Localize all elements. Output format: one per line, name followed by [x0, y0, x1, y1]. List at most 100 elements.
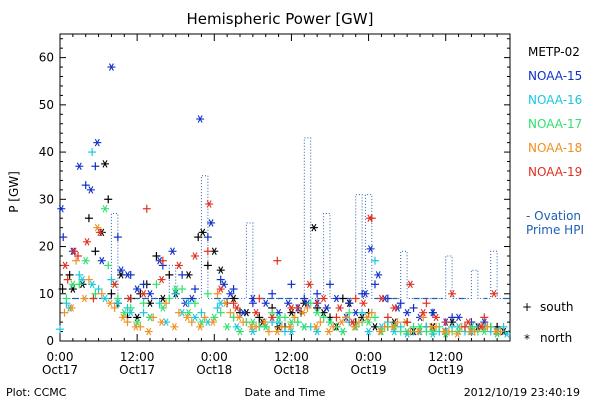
- noaa-16-north-point: [313, 327, 322, 336]
- x-tick-label-date: Oct18: [196, 363, 232, 377]
- noaa-15-north-point: [97, 256, 106, 265]
- noaa-16-north-point: [364, 327, 373, 336]
- noaa-15-south-point: [203, 233, 212, 242]
- noaa-19-north-point: [419, 308, 428, 317]
- noaa-18-south-point: [264, 327, 273, 336]
- noaa-18-north-point: [183, 313, 192, 322]
- noaa-15-north-point: [207, 219, 216, 227]
- noaa-19-north-point: [110, 280, 119, 289]
- noaa-15-north-point: [403, 308, 412, 317]
- y-tick-label: 60: [39, 51, 54, 65]
- legend-entry-noaa-19: NOAA-19: [528, 165, 582, 179]
- legend-ovation-line2: Prime HPI: [526, 223, 584, 237]
- noaa-18-north-point: [453, 330, 462, 338]
- noaa-16-north-point: [191, 313, 199, 322]
- noaa-18-north-point: [376, 327, 385, 336]
- noaa-18-north-point: [414, 327, 423, 336]
- noaa-16-south-point: [75, 270, 84, 279]
- noaa-17-south-point: [113, 294, 122, 303]
- noaa-15-north-point: [226, 289, 235, 298]
- noaa-17-south-point: [139, 299, 148, 308]
- noaa-16-south-point: [94, 285, 103, 294]
- noaa-17-north-point: [364, 318, 373, 326]
- x-axis-label: Date and Time: [245, 386, 326, 399]
- noaa-15-south-point: [139, 280, 148, 289]
- noaa-18-south-point: [290, 313, 299, 322]
- noaa-18-south-point: [316, 318, 325, 327]
- noaa-18-north-point: [80, 294, 89, 303]
- noaa-16-south-point: [171, 289, 180, 298]
- noaa-18-north-point: [131, 323, 140, 331]
- noaa-15-north-point: [239, 308, 248, 317]
- noaa-19-north-point: [174, 261, 183, 270]
- noaa-15-north-point: [117, 266, 126, 274]
- noaa-15-south-point: [248, 299, 257, 308]
- noaa-17-south-point: [268, 308, 277, 317]
- noaa-15-north-point: [93, 138, 102, 147]
- x-tick-label-time: 0:00: [355, 350, 382, 364]
- noaa-18-south-point: [174, 308, 183, 317]
- y-axis-label: P [GW]: [7, 171, 21, 213]
- noaa-15-north-point: [168, 247, 177, 256]
- noaa-18-south-point: [72, 256, 81, 265]
- noaa-16-south-point: [197, 308, 206, 317]
- noaa-15-north-point: [332, 294, 341, 303]
- noaa-15-north-point: [75, 162, 84, 171]
- noaa-15-north-point: [196, 115, 205, 123]
- noaa-19-north-point: [287, 304, 296, 312]
- x-tick-label-date: Oct17: [119, 363, 155, 377]
- metp-02-south-point: [65, 270, 74, 279]
- noaa-18-south-point: [226, 308, 235, 317]
- noaa-19-north-point: [70, 247, 79, 256]
- noaa-17-north-point: [184, 308, 193, 317]
- noaa-19-north-point: [348, 318, 357, 326]
- y-tick-label: 10: [39, 287, 54, 301]
- noaa-19-north-point: [335, 304, 344, 312]
- noaa-17-south-point: [345, 308, 354, 317]
- metp-02-south-point: [107, 289, 116, 298]
- y-tick-label: 50: [39, 98, 54, 112]
- noaa-18-north-point: [363, 313, 372, 322]
- noaa-19-north-point: [489, 289, 498, 298]
- noaa-18-south-point: [239, 318, 248, 327]
- noaa-17-south-point: [319, 313, 328, 322]
- noaa-17-south-point: [62, 294, 71, 303]
- x-tick-label-time: 12:00: [274, 350, 309, 364]
- noaa-15-south-point: [178, 270, 187, 279]
- y-axis-ticks: 0 10 20 30 40 50 60: [39, 38, 510, 348]
- noaa-18-south-point: [419, 313, 428, 322]
- legend-entry-noaa-18: NOAA-18: [528, 141, 582, 155]
- noaa-19-south-point: [255, 294, 264, 303]
- x-tick-label-time: 12:00: [120, 350, 155, 364]
- noaa-18-north-point: [427, 323, 436, 331]
- noaa-18-north-point: [337, 318, 346, 326]
- noaa-19-north-point: [448, 289, 457, 298]
- noaa-18-south-point: [84, 275, 93, 284]
- metp-02-south-point: [91, 247, 100, 256]
- noaa-15-south-point: [326, 280, 334, 289]
- noaa-15-north-point: [57, 204, 66, 213]
- legend-entry-noaa-16: NOAA-16: [528, 93, 582, 107]
- noaa-19-north-point: [83, 238, 91, 246]
- noaa-15-south-point: [396, 299, 405, 308]
- legend-ovation-line1: - Ovation: [526, 209, 581, 223]
- noaa-19-south-point: [383, 313, 392, 322]
- noaa-18-north-point: [170, 323, 179, 331]
- noaa-16-south-point: [139, 308, 148, 317]
- noaa-18-south-point: [110, 303, 119, 312]
- metp-02-south-point: [194, 233, 203, 242]
- noaa-17-south-point: [216, 308, 225, 317]
- noaa-18-north-point: [350, 323, 359, 331]
- noaa-19-south-point: [158, 256, 167, 265]
- noaa-19-north-point: [95, 228, 104, 237]
- x-tick-label-time: 0:00: [201, 350, 228, 364]
- x-tick-label-time: 12:00: [428, 350, 463, 364]
- legend-north-label: north: [540, 331, 572, 345]
- noaa-18-north-point: [491, 327, 500, 336]
- noaa-18-north-point: [144, 327, 153, 336]
- noaa-16-south-point: [107, 275, 116, 284]
- noaa-17-south-point: [104, 261, 113, 270]
- noaa-19-south-point: [142, 204, 151, 213]
- noaa-15-north-point: [322, 304, 331, 312]
- noaa-17-north-point: [158, 304, 167, 312]
